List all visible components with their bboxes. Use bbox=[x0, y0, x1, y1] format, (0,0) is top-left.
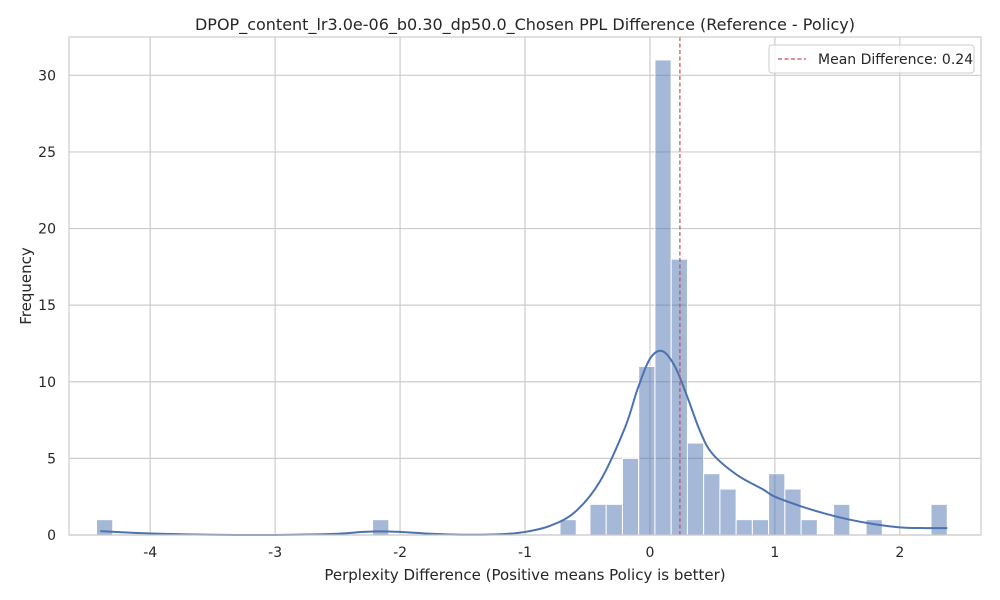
histogram-bar bbox=[372, 519, 390, 536]
y-tick-label: 25 bbox=[38, 145, 56, 161]
x-tick-label: 0 bbox=[645, 545, 654, 561]
x-axis-title: Perplexity Difference (Positive means Po… bbox=[324, 566, 725, 584]
x-tick-label: 2 bbox=[895, 545, 904, 561]
histogram-bar bbox=[670, 258, 688, 536]
y-axis-title: Frequency bbox=[17, 247, 35, 325]
kde-layer bbox=[100, 349, 948, 537]
legend: Mean Difference: 0.24 bbox=[768, 44, 975, 74]
x-tick-label: -3 bbox=[268, 545, 282, 561]
histogram-bar bbox=[654, 59, 672, 536]
histogram-bar bbox=[735, 519, 753, 536]
x-tick-label: 1 bbox=[770, 545, 779, 561]
histogram-bar bbox=[686, 442, 705, 536]
y-tick-label: 10 bbox=[38, 375, 56, 391]
kde-curve bbox=[100, 349, 948, 537]
legend-box bbox=[768, 44, 975, 74]
histogram-bar bbox=[768, 473, 786, 536]
histogram-bar bbox=[703, 473, 721, 536]
x-tick-label: -2 bbox=[393, 545, 407, 561]
histogram-bar bbox=[865, 519, 883, 536]
histogram-bar bbox=[559, 519, 577, 536]
histogram-bar bbox=[930, 503, 948, 536]
chart-title: DPOP_content_lr3.0e-06_b0.30_dp50.0_Chos… bbox=[195, 15, 855, 35]
histogram-bar bbox=[621, 457, 640, 536]
grid bbox=[69, 37, 981, 536]
histogram-bar bbox=[784, 488, 802, 536]
bars bbox=[95, 59, 948, 536]
y-tick-label: 20 bbox=[38, 222, 56, 238]
y-tick-label: 5 bbox=[47, 451, 56, 467]
y-tick-label: 15 bbox=[38, 298, 56, 314]
histogram-bar bbox=[638, 365, 656, 536]
histogram-bar bbox=[589, 503, 607, 536]
y-tick-label: 30 bbox=[38, 68, 56, 84]
x-tick-label: -1 bbox=[518, 545, 532, 561]
histogram-bar bbox=[800, 519, 818, 536]
y-tick-label: 0 bbox=[47, 528, 56, 544]
histogram-bar bbox=[605, 503, 623, 536]
plot-frame bbox=[68, 36, 982, 536]
histogram-bar bbox=[95, 519, 114, 536]
x-tick-label: -4 bbox=[143, 545, 157, 561]
legend-label-mean-difference: Mean Difference: 0.24 bbox=[818, 52, 973, 68]
histogram-bar bbox=[719, 488, 737, 536]
histogram-bar bbox=[751, 519, 770, 536]
